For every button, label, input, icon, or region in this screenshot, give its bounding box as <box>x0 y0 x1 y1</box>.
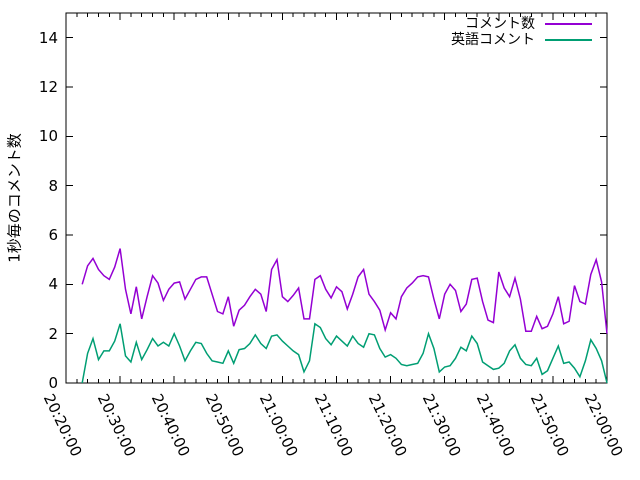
legend-line-sample-comment-count <box>545 23 592 25</box>
legend-line-sample-english-comments <box>545 39 592 41</box>
legend-label-comment-count: コメント数 <box>465 16 535 32</box>
legend: コメント数 英語コメント <box>451 16 592 48</box>
legend-label-english-comments: 英語コメント <box>451 32 535 48</box>
y-tick-label: 8 <box>48 176 58 195</box>
legend-item-comment-count: コメント数 <box>451 16 592 32</box>
y-tick-label: 14 <box>38 28 58 47</box>
y-tick-label: 10 <box>38 127 58 146</box>
series-line-1 <box>81 322 608 384</box>
y-axis-title: 1秒毎のコメント数 <box>5 133 24 263</box>
y-tick-label: 2 <box>48 324 58 343</box>
series-line-0 <box>81 248 608 334</box>
y-tick-label: 6 <box>48 226 58 244</box>
y-tick-label: 12 <box>38 78 58 96</box>
y-tick-label: 0 <box>48 374 58 392</box>
y-tick-label: 4 <box>48 275 58 294</box>
legend-item-english-comments: 英語コメント <box>451 32 592 48</box>
